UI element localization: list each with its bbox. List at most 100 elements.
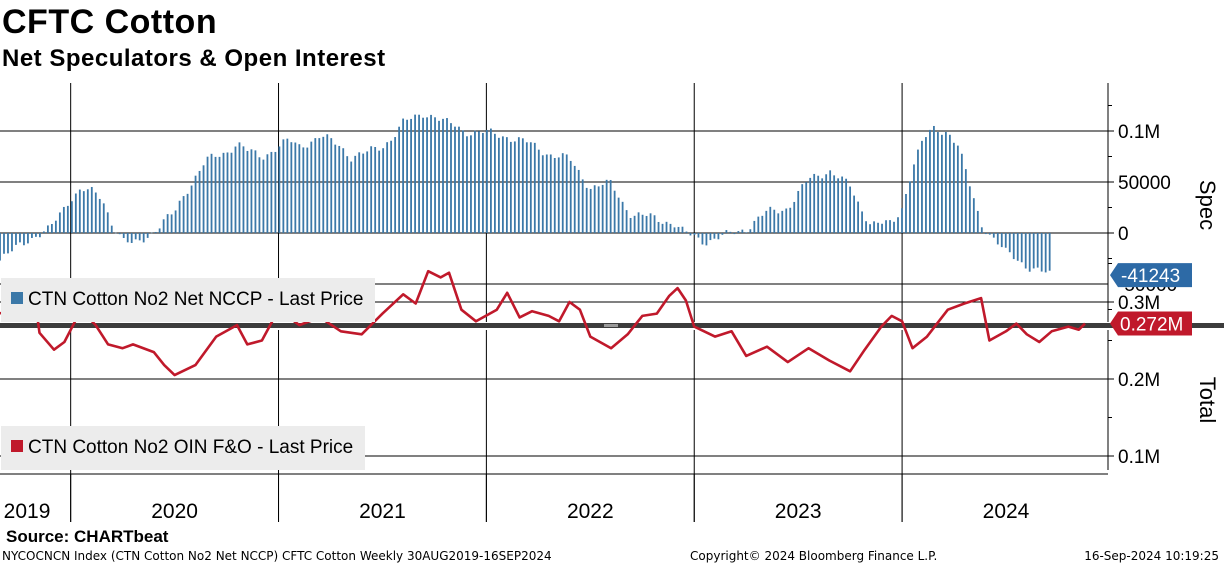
spec-bar (174, 210, 177, 233)
spec-bar (94, 192, 97, 233)
spec-bar (573, 165, 576, 233)
spec-bar (23, 233, 25, 246)
spec-bar (178, 200, 181, 233)
spec-bar (964, 169, 967, 233)
spec-bar (585, 187, 588, 233)
spec-bar (797, 190, 800, 233)
spec-bar (338, 145, 341, 233)
spec-bar (278, 146, 281, 233)
x-axis-year-label: 2020 (151, 500, 198, 523)
spec-bar (593, 185, 596, 233)
spec-bar (0, 233, 1, 261)
spec-bar (46, 225, 49, 233)
oi-last-value-tag (1110, 311, 1192, 336)
spec-bar (753, 220, 756, 233)
spec-bar (857, 201, 859, 233)
spec-bar (1012, 233, 1015, 260)
spec-bar (150, 232, 153, 234)
spec-bar (509, 141, 512, 233)
spec-bar (805, 182, 808, 233)
spec-bar (102, 203, 105, 233)
spec-bar (282, 139, 285, 233)
spec-bar (406, 119, 408, 233)
spec-bar (470, 135, 472, 233)
spec-bar (789, 207, 792, 233)
spec-bar (218, 156, 221, 233)
spec-tick-label: 0.1M (1118, 122, 1160, 143)
spec-bar (972, 198, 975, 233)
spec-bar (557, 157, 560, 233)
spec-bar (861, 211, 863, 233)
spec-bar (901, 208, 903, 233)
legend-oi: CTN Cotton No2 OIN F&O - Last Price (1, 426, 366, 470)
spec-bar (701, 233, 704, 245)
spec-bar (110, 225, 113, 233)
spec-bar (394, 137, 397, 233)
spec-bar (917, 149, 919, 233)
spec-bar (749, 229, 752, 233)
panel-divider-grip (604, 324, 618, 327)
spec-bar (43, 231, 45, 233)
spec-bar (497, 137, 500, 233)
spec-bar (1044, 233, 1047, 273)
spec-bar (517, 137, 520, 233)
spec-bar (478, 131, 480, 233)
x-axis-year-label: 2023 (775, 500, 822, 523)
legend-oi-label: CTN Cotton No2 OIN F&O - Last Price (28, 437, 354, 458)
spec-bar (342, 148, 345, 233)
spec-bar (829, 170, 832, 233)
spec-bar (422, 117, 424, 233)
spec-bar (645, 215, 648, 233)
spec-bar (493, 133, 496, 233)
spec-bar (637, 212, 640, 233)
spec-bar (629, 217, 632, 233)
spec-bar (454, 126, 456, 233)
spec-bar (717, 233, 720, 240)
spec-bar (781, 210, 784, 233)
spec-last-value: -41243 (1121, 266, 1180, 287)
spec-bar (537, 149, 540, 233)
spec-bar (665, 221, 668, 233)
spec-bar (837, 178, 840, 233)
spec-bar (54, 220, 57, 233)
x-axis-year-label: 2021 (359, 500, 406, 523)
spec-bar (897, 217, 899, 233)
legend-spec: CTN Cotton No2 Net NCCP - Last Price (1, 278, 376, 322)
spec-bar (114, 232, 117, 234)
spec-bar (960, 153, 963, 233)
spec-bar (462, 130, 464, 233)
spec-bar (992, 233, 995, 238)
spec-bar (913, 164, 915, 233)
spec-bar (773, 209, 776, 233)
spec-bar (677, 226, 680, 233)
spec-bar (266, 154, 269, 233)
timestamp: 16-Sep-2024 10:19:25 (1084, 549, 1219, 563)
spec-bar (813, 173, 816, 233)
spec-bar (1048, 233, 1051, 271)
spec-bar (833, 175, 836, 233)
spec-bar (721, 233, 724, 235)
spec-bar (937, 132, 939, 233)
spec-bar (1032, 233, 1035, 269)
spec-bar (1040, 233, 1043, 272)
spec-bar (956, 145, 959, 233)
spec-bar (310, 141, 313, 233)
spec-bar (705, 233, 708, 246)
spec-bar (653, 215, 656, 233)
spec-bar (3, 233, 5, 254)
spec-bar (589, 188, 592, 233)
spec-bar (194, 175, 197, 233)
spec-bar (118, 233, 121, 235)
spec-bar (1008, 233, 1011, 253)
spec-bar (430, 114, 432, 233)
spec-bar (254, 150, 257, 233)
spec-bar (685, 231, 688, 233)
spec-bar (486, 129, 488, 233)
spec-bar (31, 233, 33, 238)
spec-bar (378, 150, 381, 233)
spec-bar (549, 154, 552, 233)
spec-bar (769, 206, 772, 233)
spec-bar (198, 170, 201, 233)
spec-bar (996, 233, 999, 245)
